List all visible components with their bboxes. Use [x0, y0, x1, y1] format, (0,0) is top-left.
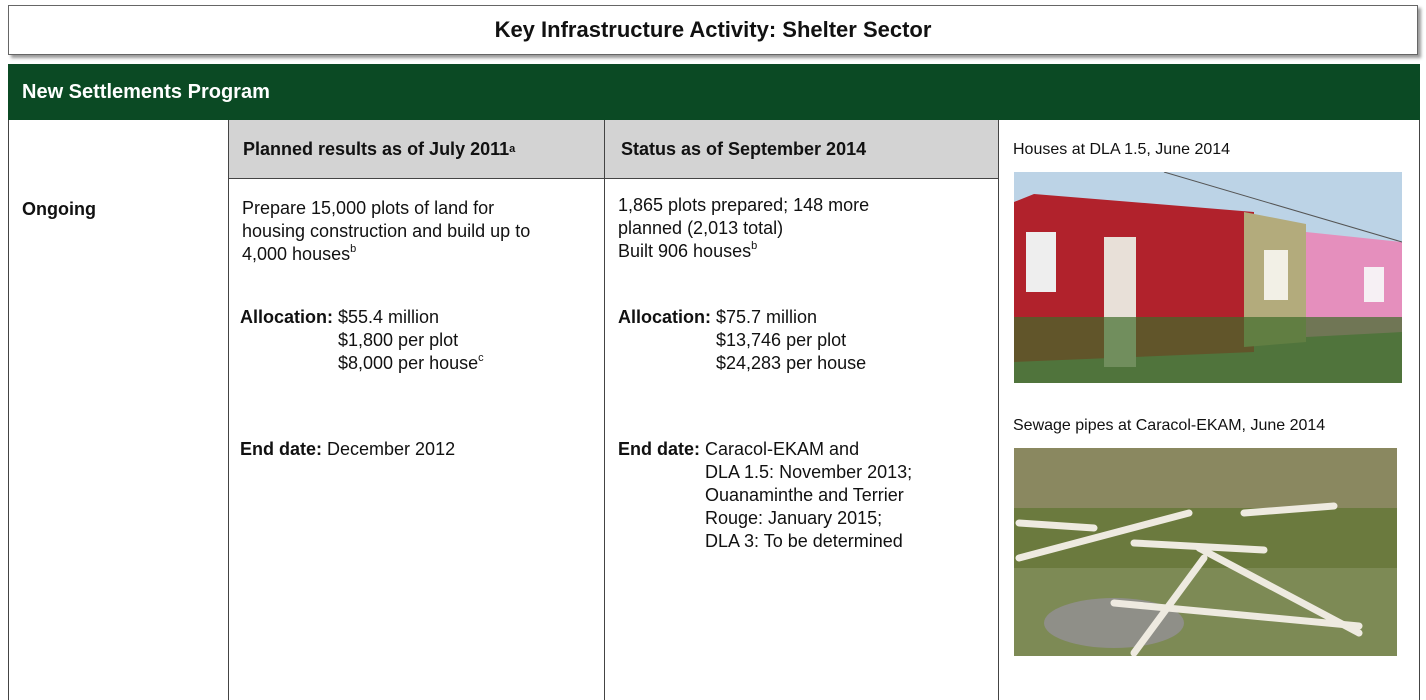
- photo: [1014, 448, 1397, 656]
- text: Built 906 houses: [618, 241, 752, 261]
- text-line: housing construction and build up to: [242, 221, 531, 241]
- allocation: Allocation: $55.4 million $1,800 per plo…: [240, 306, 484, 375]
- text-line: $24,283 per house: [716, 353, 867, 373]
- values: $55.4 million $1,800 per plot $8,000 per…: [338, 306, 484, 375]
- photo-caption: Houses at DLA 1.5, June 2014: [1013, 141, 1231, 158]
- footnote-mark: c: [478, 352, 484, 364]
- column-line: [998, 120, 999, 700]
- table: [8, 120, 1420, 700]
- program-title: New Settlements Program: [8, 64, 1420, 120]
- end-date: End date: Caracol-EKAM and DLA 1.5: Nove…: [618, 438, 912, 553]
- column-header: Status as of September 2014: [605, 120, 998, 179]
- end-date: End date: December 2012: [240, 438, 455, 461]
- label: End date:: [240, 439, 323, 459]
- column-line: [228, 120, 229, 700]
- text-line: $75.7 million: [716, 307, 818, 327]
- values: Caracol-EKAM and DLA 1.5: November 2013;…: [705, 438, 912, 553]
- page-title: Key Infrastructure Activity: Shelter Sec…: [8, 5, 1418, 55]
- label: End date:: [618, 439, 701, 459]
- header-text: Planned results as of July 2011: [243, 138, 510, 159]
- status-label: Ongoing: [22, 199, 96, 219]
- text-line: DLA 3: To be determined: [705, 531, 903, 551]
- column-line: [604, 120, 605, 700]
- photo: [1014, 172, 1402, 383]
- label: Allocation:: [618, 307, 711, 327]
- text-line: $55.4 million: [338, 307, 440, 327]
- text-line: Built 906 housesb: [618, 240, 869, 263]
- label: Allocation:: [240, 307, 333, 327]
- values: December 2012: [327, 438, 455, 461]
- column-header: Planned results as of July 2011 a: [229, 120, 604, 179]
- text-line: DLA 1.5: November 2013;: [705, 462, 913, 482]
- text-line: $1,800 per plot: [338, 330, 459, 350]
- description: Prepare 15,000 plots of land for housing…: [242, 197, 530, 266]
- text-line: December 2012: [327, 439, 456, 459]
- text-line: Caracol-EKAM and: [705, 439, 860, 459]
- text-line: Ouanaminthe and Terrier: [705, 485, 904, 505]
- allocation: Allocation: $75.7 million $13,746 per pl…: [618, 306, 866, 375]
- text-line: planned (2,013 total): [618, 218, 784, 238]
- text: 4,000 houses: [242, 244, 351, 264]
- text-line: Rouge: January 2015;: [705, 508, 883, 528]
- description: 1,865 plots prepared; 148 more planned (…: [618, 194, 869, 263]
- text-line: $13,746 per plot: [716, 330, 847, 350]
- footnote-mark: b: [350, 243, 357, 255]
- text-line: Prepare 15,000 plots of land for: [242, 198, 495, 218]
- text-line: $8,000 per housec: [338, 352, 484, 375]
- text: $8,000 per house: [338, 353, 479, 373]
- footnote-mark: b: [751, 240, 758, 252]
- header-text: Status as of September 2014: [621, 138, 867, 159]
- values: $75.7 million $13,746 per plot $24,283 p…: [716, 306, 866, 375]
- text-line: 4,000 housesb: [242, 243, 530, 266]
- photo-caption: Sewage pipes at Caracol-EKAM, June 2014: [1013, 417, 1326, 434]
- text-line: 1,865 plots prepared; 148 more: [618, 195, 870, 215]
